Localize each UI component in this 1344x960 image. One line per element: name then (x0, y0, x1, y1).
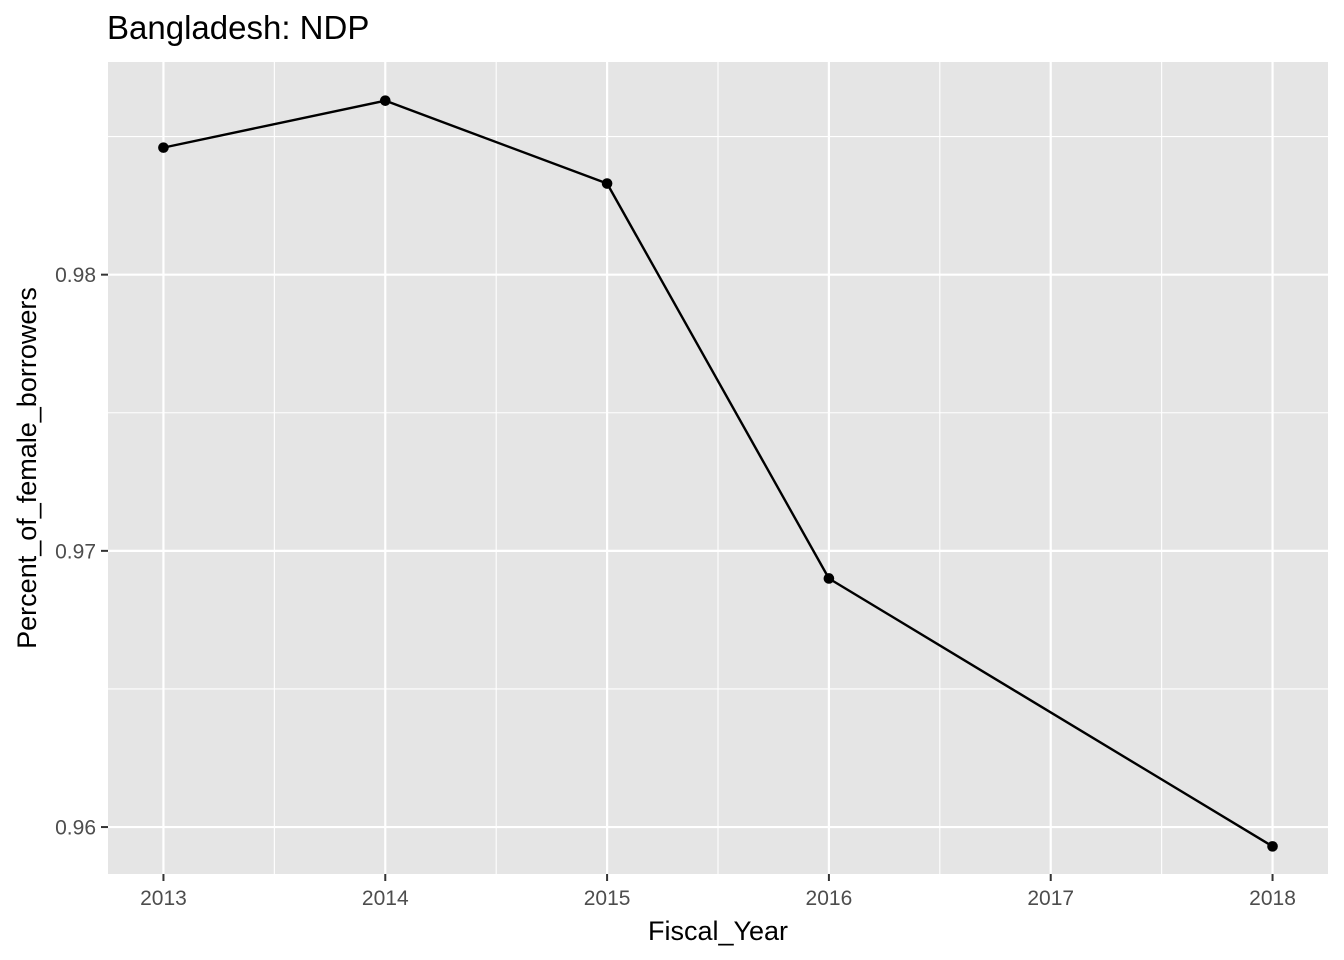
x-tick-label: 2013 (140, 887, 187, 910)
y-tick-label: 0.96 (55, 817, 96, 840)
x-tick-label: 2014 (362, 887, 409, 910)
x-tick-label: 2016 (806, 887, 853, 910)
chart-title: Bangladesh: NDP (107, 9, 369, 46)
data-point (823, 573, 835, 584)
data-point (1267, 841, 1278, 852)
x-tick-label: 2015 (584, 887, 631, 910)
minor-gridlines (108, 62, 1328, 874)
major-gridlines (108, 62, 1328, 874)
x-tick-label: 2017 (1027, 887, 1074, 910)
y-axis-title: Percent_of_female_borrowers (12, 287, 42, 649)
data-point (601, 178, 613, 189)
x-axis-title: Fiscal_Year (648, 916, 788, 946)
data-point (379, 95, 391, 106)
data-point (158, 142, 169, 153)
y-axis: 0.96 0.97 0.98 (55, 264, 108, 840)
y-tick-label: 0.98 (55, 264, 96, 287)
y-tick-label: 0.97 (55, 540, 96, 563)
points-layer (158, 95, 1278, 852)
x-axis: 2013 2014 2015 2016 2017 2018 (140, 874, 1296, 910)
x-tick-label: 2018 (1249, 887, 1296, 910)
